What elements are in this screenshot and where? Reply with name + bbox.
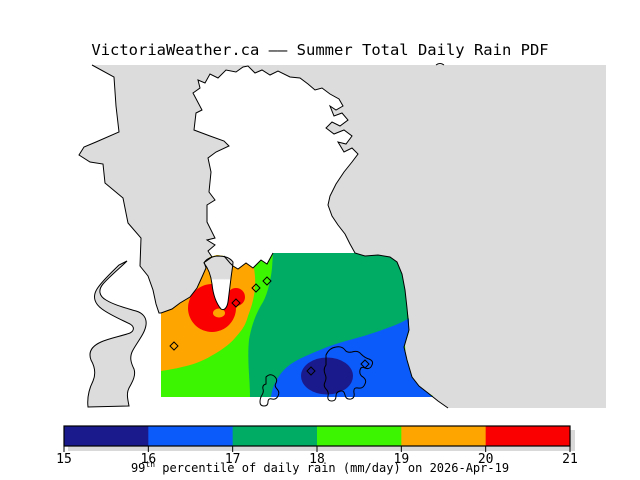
coastline-west — [78, 64, 207, 314]
plot-title: VictoriaWeather.ca —— Summer Total Daily… — [91, 41, 548, 59]
station-diamond-5 — [306, 366, 316, 376]
colorbar-caption: 99th percentile of daily rain (mm/day) o… — [131, 460, 509, 475]
colorbar-tick-label-15: 15 — [56, 452, 72, 467]
colorbar-tick-label-18: 18 — [309, 452, 325, 467]
station-diamond-1 — [231, 298, 241, 308]
coastline-peninsula — [192, 65, 449, 409]
station-markers — [169, 276, 370, 376]
colorbar-segment-17-18 — [232, 426, 318, 446]
colorbar-segment-19-20 — [401, 426, 487, 446]
colorbar-tick-label-16: 16 — [141, 452, 157, 467]
contour-core-20-21b — [227, 288, 245, 306]
contour-core-15-16 — [301, 357, 353, 395]
colorbar-tick-label-20: 20 — [478, 452, 494, 467]
station-diamond-3 — [262, 276, 272, 286]
colorbar-tick-label-21: 21 — [562, 452, 578, 467]
station-diamond-4 — [169, 341, 179, 351]
contour-inner-orange — [213, 308, 225, 318]
colorbar-segment-16-17 — [148, 426, 234, 446]
colorbar-segments — [64, 426, 571, 446]
trial-islands-outline — [259, 374, 280, 407]
colorbar-ticks: 15 16 17 18 19 20 21 — [56, 446, 578, 467]
caption-superscript: th — [145, 460, 155, 469]
station-diamond-2 — [251, 283, 261, 293]
colorbar-tick-label-19: 19 — [394, 452, 410, 467]
small-island-top — [435, 63, 445, 66]
caption-rest: percentile of daily rain (mm/day) on 202… — [155, 461, 509, 475]
station-diamond-6 — [360, 359, 370, 369]
colorbar-tick-label-17: 17 — [225, 452, 241, 467]
sooke-inlet-water — [87, 260, 147, 408]
colorbar-segment-15-16 — [64, 426, 149, 446]
contour-field — [161, 253, 433, 397]
caption-prefix: 99 — [131, 461, 145, 475]
coastline-harbour-squiggle — [223, 252, 274, 270]
colorbar: 15 16 17 18 19 20 21 — [56, 425, 578, 467]
ocean-water-area — [79, 65, 606, 408]
colorbar-segment-20-21 — [485, 426, 571, 446]
colorbar-segment-18-19 — [317, 426, 402, 446]
discovery-island-outline — [323, 346, 374, 402]
finlayson-estuary — [203, 255, 234, 311]
